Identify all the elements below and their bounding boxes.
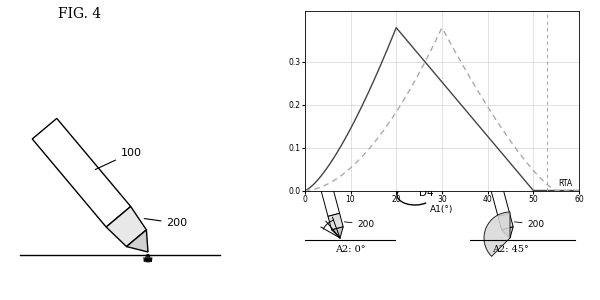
Polygon shape [485, 163, 509, 216]
Text: 200: 200 [344, 220, 375, 229]
Polygon shape [32, 118, 131, 227]
Text: A2: 45°: A2: 45° [491, 245, 529, 254]
Wedge shape [484, 212, 510, 256]
Text: 100: 100 [323, 148, 358, 164]
Polygon shape [106, 206, 146, 247]
Text: FIG. 4: FIG. 4 [58, 7, 101, 21]
Text: FIG. 9: FIG. 9 [409, 152, 452, 166]
Polygon shape [332, 227, 343, 238]
Text: 200: 200 [144, 218, 188, 228]
Text: P1, P2: P1, P2 [371, 115, 401, 125]
Text: 200: 200 [514, 220, 545, 229]
X-axis label: A1(°): A1(°) [430, 205, 454, 214]
Text: D4: D4 [419, 188, 434, 198]
Text: 100: 100 [493, 148, 527, 164]
Polygon shape [314, 163, 340, 216]
Polygon shape [328, 213, 343, 230]
Polygon shape [498, 213, 513, 230]
Text: 100: 100 [95, 148, 142, 169]
Text: P3: P3 [439, 115, 451, 125]
Text: RTA: RTA [559, 179, 572, 188]
Text: A2: 0°: A2: 0° [335, 245, 365, 254]
Polygon shape [127, 230, 148, 252]
Polygon shape [502, 227, 513, 238]
